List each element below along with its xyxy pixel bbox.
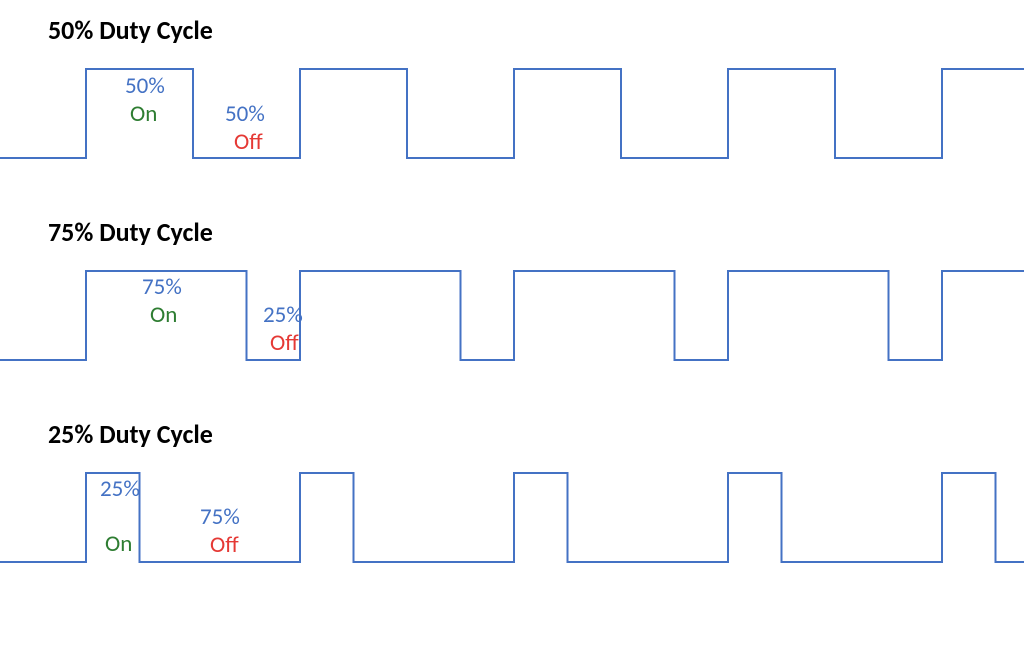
duty50-annot-0: 50% bbox=[125, 72, 165, 100]
duty25-annot-0: 25% bbox=[100, 475, 140, 503]
duty75-annot-2: 25% bbox=[263, 301, 303, 329]
duty75-annot-0: 75% bbox=[142, 273, 182, 301]
duty75-annot-3: Off bbox=[270, 329, 299, 357]
duty25-title: 25% Duty Cycle bbox=[48, 418, 213, 450]
duty50-title: 50% Duty Cycle bbox=[48, 14, 213, 46]
duty75-title: 75% Duty Cycle bbox=[48, 216, 213, 248]
duty25-annot-1: On bbox=[105, 530, 132, 558]
duty75-annot-1: On bbox=[150, 301, 177, 329]
duty50-annot-1: On bbox=[130, 100, 157, 128]
duty50-annot-3: Off bbox=[234, 128, 263, 156]
duty25-waveform bbox=[0, 472, 1024, 564]
duty25-annot-2: 75% bbox=[200, 503, 240, 531]
duty50-annot-2: 50% bbox=[225, 100, 265, 128]
duty25-annot-3: Off bbox=[210, 531, 239, 559]
